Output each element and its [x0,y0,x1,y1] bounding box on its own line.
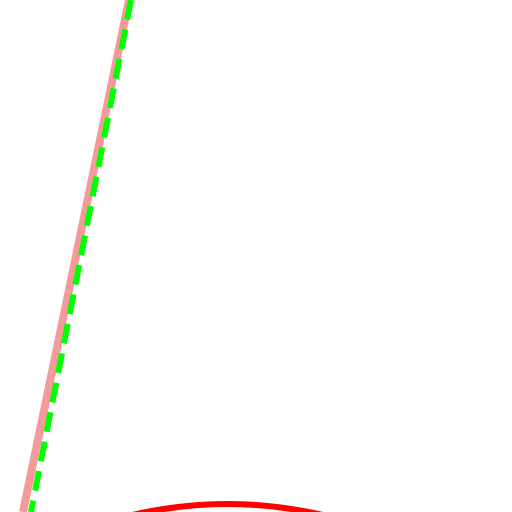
dashed-green-line [28,0,134,512]
red-arc [132,501,324,512]
solid-pink-line [19,0,133,512]
